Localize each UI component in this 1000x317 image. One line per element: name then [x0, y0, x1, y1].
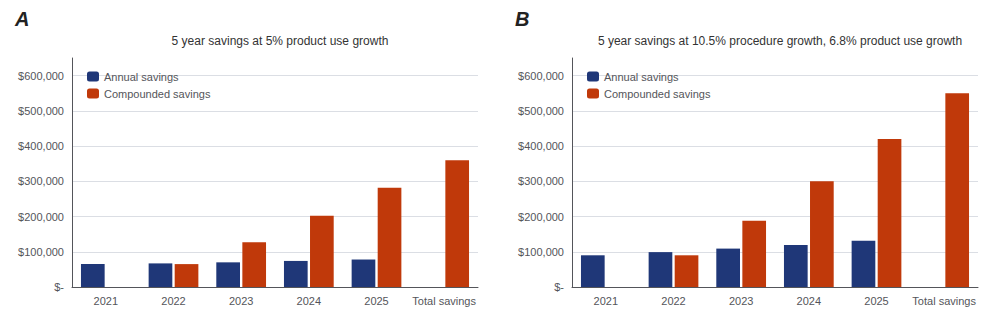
svg-text:$200,000: $200,000: [18, 211, 64, 223]
svg-text:$200,000: $200,000: [518, 211, 564, 223]
svg-text:Total savings: Total savings: [412, 295, 476, 307]
svg-text:Compounded savings: Compounded savings: [604, 88, 711, 100]
svg-text:Annual savings: Annual savings: [104, 71, 179, 83]
svg-text:$400,000: $400,000: [18, 140, 64, 152]
svg-text:2021: 2021: [94, 295, 118, 307]
svg-text:$600,000: $600,000: [518, 70, 564, 82]
svg-text:$600,000: $600,000: [18, 70, 64, 82]
svg-text:$400,000: $400,000: [518, 140, 564, 152]
svg-text:A: A: [14, 8, 29, 30]
svg-text:2024: 2024: [797, 295, 821, 307]
svg-text:$100,000: $100,000: [518, 246, 564, 258]
svg-text:Compounded savings: Compounded savings: [104, 88, 211, 100]
svg-text:$500,000: $500,000: [518, 105, 564, 117]
svg-text:2022: 2022: [161, 295, 185, 307]
svg-text:$300,000: $300,000: [18, 175, 64, 187]
svg-text:B: B: [515, 8, 529, 30]
svg-text:2025: 2025: [864, 295, 888, 307]
svg-text:$100,000: $100,000: [18, 246, 64, 258]
svg-text:$-: $-: [54, 281, 64, 293]
svg-text:$500,000: $500,000: [18, 105, 64, 117]
svg-text:2023: 2023: [229, 295, 253, 307]
svg-text:Annual savings: Annual savings: [604, 71, 679, 83]
svg-text:2025: 2025: [364, 295, 388, 307]
svg-text:Total savings: Total savings: [912, 295, 976, 307]
svg-text:5 year savings at 5% product u: 5 year savings at 5% product use growth: [172, 34, 389, 48]
svg-text:2021: 2021: [594, 295, 618, 307]
svg-text:$-: $-: [554, 281, 564, 293]
svg-text:2024: 2024: [297, 295, 321, 307]
svg-text:5 year savings at 10.5% proced: 5 year savings at 10.5% procedure growth…: [598, 34, 962, 48]
svg-text:2022: 2022: [661, 295, 685, 307]
svg-text:$300,000: $300,000: [518, 175, 564, 187]
svg-text:2023: 2023: [729, 295, 753, 307]
